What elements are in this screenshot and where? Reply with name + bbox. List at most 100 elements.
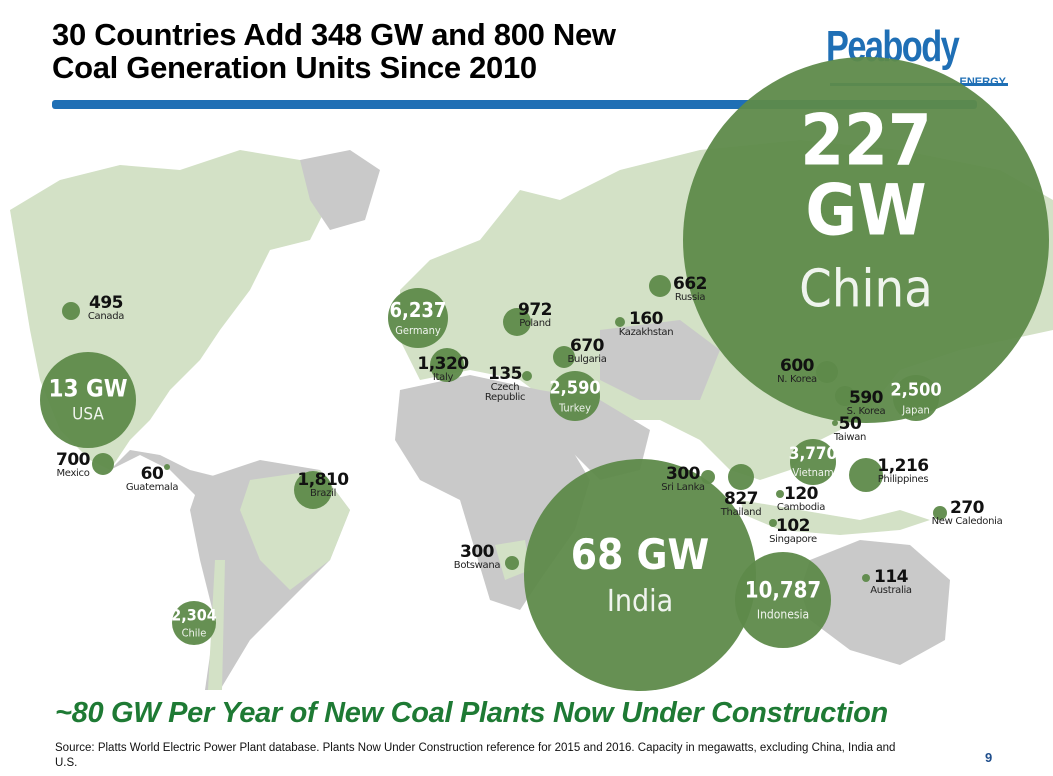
bulgaria-label: 670 Bulgaria [567, 338, 606, 365]
australia-label: 114 Australia [870, 569, 912, 596]
italy-bubble [430, 348, 464, 382]
capacity-value: 1,810 [297, 470, 349, 490]
vietnam-bubble [790, 439, 836, 485]
country-name: Philippines [877, 474, 929, 485]
japan-label: 2,500 Japan [890, 381, 941, 415]
italy-label: 1,320 Italy [417, 356, 469, 383]
country-name: China [799, 258, 933, 319]
india-bubble [524, 459, 756, 691]
country-name: Botswana [453, 560, 501, 571]
country-name: Vietnam [792, 466, 834, 480]
singapore-label: 102 Singapore [769, 518, 817, 545]
country-name: Indonesia [756, 606, 810, 621]
china-label: 227 GW China [773, 105, 960, 315]
thailand-bubble [728, 464, 754, 490]
capacity-value: 1,216 [877, 456, 929, 476]
country-name: Japan [902, 402, 930, 416]
sri-lanka-bubble [701, 470, 715, 484]
germany-label: 6,237 Germany [390, 300, 447, 336]
russia-bubble [649, 275, 671, 297]
country-name: Singapore [769, 534, 817, 545]
philippines-bubble [849, 458, 883, 492]
capacity-value: 700 [56, 450, 91, 470]
chile-bubble [172, 601, 216, 645]
poland-label: 972 Poland [518, 300, 553, 329]
japan-bubble [893, 375, 939, 421]
taiwan-label: 50 Taiwan [834, 414, 867, 443]
capacity-value: 68 GW [570, 529, 710, 579]
capacity-value: 590 [849, 388, 883, 408]
title-line-2: Coal Generation Units Since 2010 [52, 50, 537, 85]
country-name: Australia [870, 585, 912, 596]
country-name: Italy [432, 372, 454, 383]
country-name: Czech Republic [484, 382, 526, 403]
china-bubble [683, 57, 1049, 423]
capacity-value: 120 [783, 484, 819, 504]
country-name: Russia [674, 292, 706, 303]
india-label: 68 GW India [570, 529, 710, 619]
country-name: S. Korea [846, 406, 886, 417]
russia-label: 662 Russia [673, 274, 708, 303]
sri-lanka-label: 300 Sri Lanka [661, 466, 705, 493]
guatemala-label: 60 Guatemala [126, 464, 179, 493]
botswana-bubble [505, 556, 519, 570]
kazakhstan-bubble [615, 317, 625, 327]
n-korea-label: 600 N. Korea [777, 358, 817, 385]
new-caledonia-bubble [933, 506, 947, 520]
cambodia-bubble [776, 490, 784, 498]
turkey-bubble [550, 371, 600, 421]
capacity-value: 3,770 [788, 443, 838, 464]
czech-republic-bubble [522, 371, 532, 381]
country-name: India [606, 583, 674, 619]
title-line-1: 30 Countries Add 348 GW and 800 New [52, 17, 616, 52]
chile-label: 2,304 Chile [171, 605, 217, 639]
capacity-value: 50 [838, 414, 862, 434]
country-name: Sri Lanka [661, 482, 705, 493]
capacity-value: 114 [873, 567, 908, 587]
capacity-value: 300 [459, 542, 495, 562]
country-name: Germany [395, 324, 441, 337]
indonesia-land [740, 500, 930, 535]
capacity-value: 227 GW [800, 99, 932, 252]
country-name: N. Korea [777, 374, 817, 385]
capacity-value: 270 [950, 498, 984, 518]
greenland-land [300, 150, 380, 230]
usa-bubble [40, 352, 136, 448]
capacity-value: 300 [666, 464, 700, 484]
mexico-bubble [92, 453, 114, 475]
taiwan-bubble [832, 420, 838, 426]
indonesia-label: 10,787 Indonesia [745, 580, 821, 620]
country-name: Canada [87, 311, 125, 322]
n-korea-bubble [816, 361, 838, 383]
country-name: Mexico [56, 468, 90, 479]
usa-label: 13 GW USA [48, 377, 127, 424]
germany-bubble [388, 288, 448, 348]
country-name: Turkey [558, 400, 591, 414]
country-name: Poland [519, 318, 551, 329]
brazil-label: 1,810 Brazil [297, 470, 349, 499]
capacity-value: 60 [140, 464, 164, 484]
bulgaria-bubble [553, 346, 575, 368]
country-name: Bulgaria [567, 354, 607, 365]
capacity-value: 972 [518, 300, 553, 320]
capacity-value: 662 [673, 274, 708, 294]
brazil-bubble [294, 471, 332, 509]
singapore-bubble [769, 519, 777, 527]
capacity-value: 6,237 [389, 298, 447, 322]
capacity-value: 2,304 [171, 605, 217, 625]
country-name: Brazil [309, 488, 337, 499]
s-korea-label: 590 S. Korea [847, 390, 886, 417]
thailand-label: 827 Thailand [721, 491, 762, 518]
philippines-label: 1,216 Philippines [877, 456, 929, 485]
capacity-value: 2,500 [890, 379, 942, 401]
country-name: Cambodia [776, 502, 826, 513]
new-caledonia-label: 270 New Caledonia [932, 500, 1003, 527]
capacity-value: 600 [779, 356, 814, 376]
capacity-value: 10,787 [744, 578, 822, 604]
poland-bubble [503, 308, 531, 336]
capacity-value: 670 [569, 336, 605, 356]
chile-land [208, 560, 225, 690]
indonesia-bubble [735, 552, 831, 648]
canada-label: 495 Canada [87, 295, 125, 322]
central-asia-land [600, 320, 720, 400]
